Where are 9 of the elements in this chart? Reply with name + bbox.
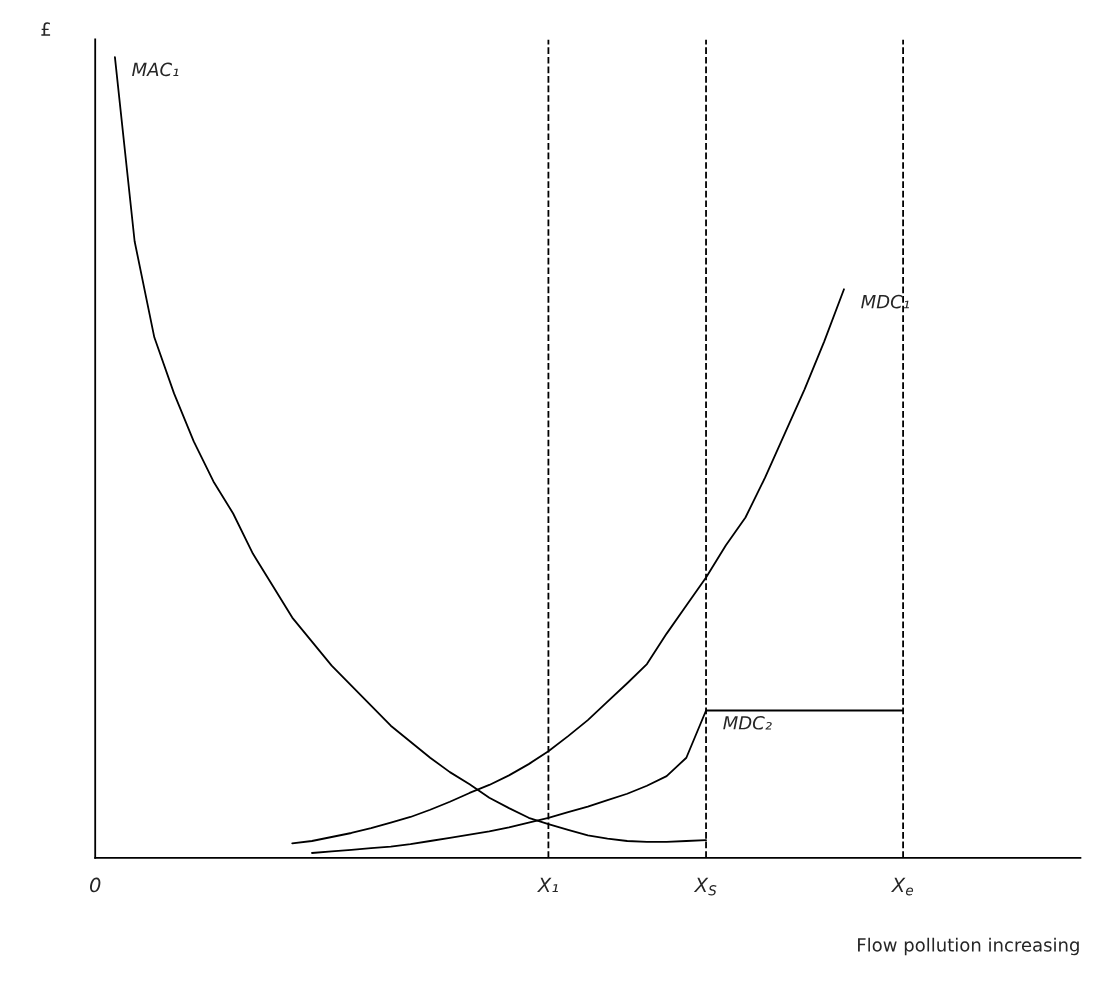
x-axis-title: Flow pollution increasing <box>858 937 1079 956</box>
series-label: MDC₂ <box>723 715 772 730</box>
x-tick-label: X$_{e}$ <box>890 877 914 896</box>
series-label: MDC₁ <box>861 294 909 309</box>
x-tick-label: X₁ <box>537 877 558 893</box>
x-tick-label: X$_{S}$ <box>693 877 717 896</box>
series-label: MAC₁ <box>132 62 179 77</box>
x-tick-label: 0 <box>89 877 101 893</box>
y-axis-title: £ <box>41 22 51 36</box>
